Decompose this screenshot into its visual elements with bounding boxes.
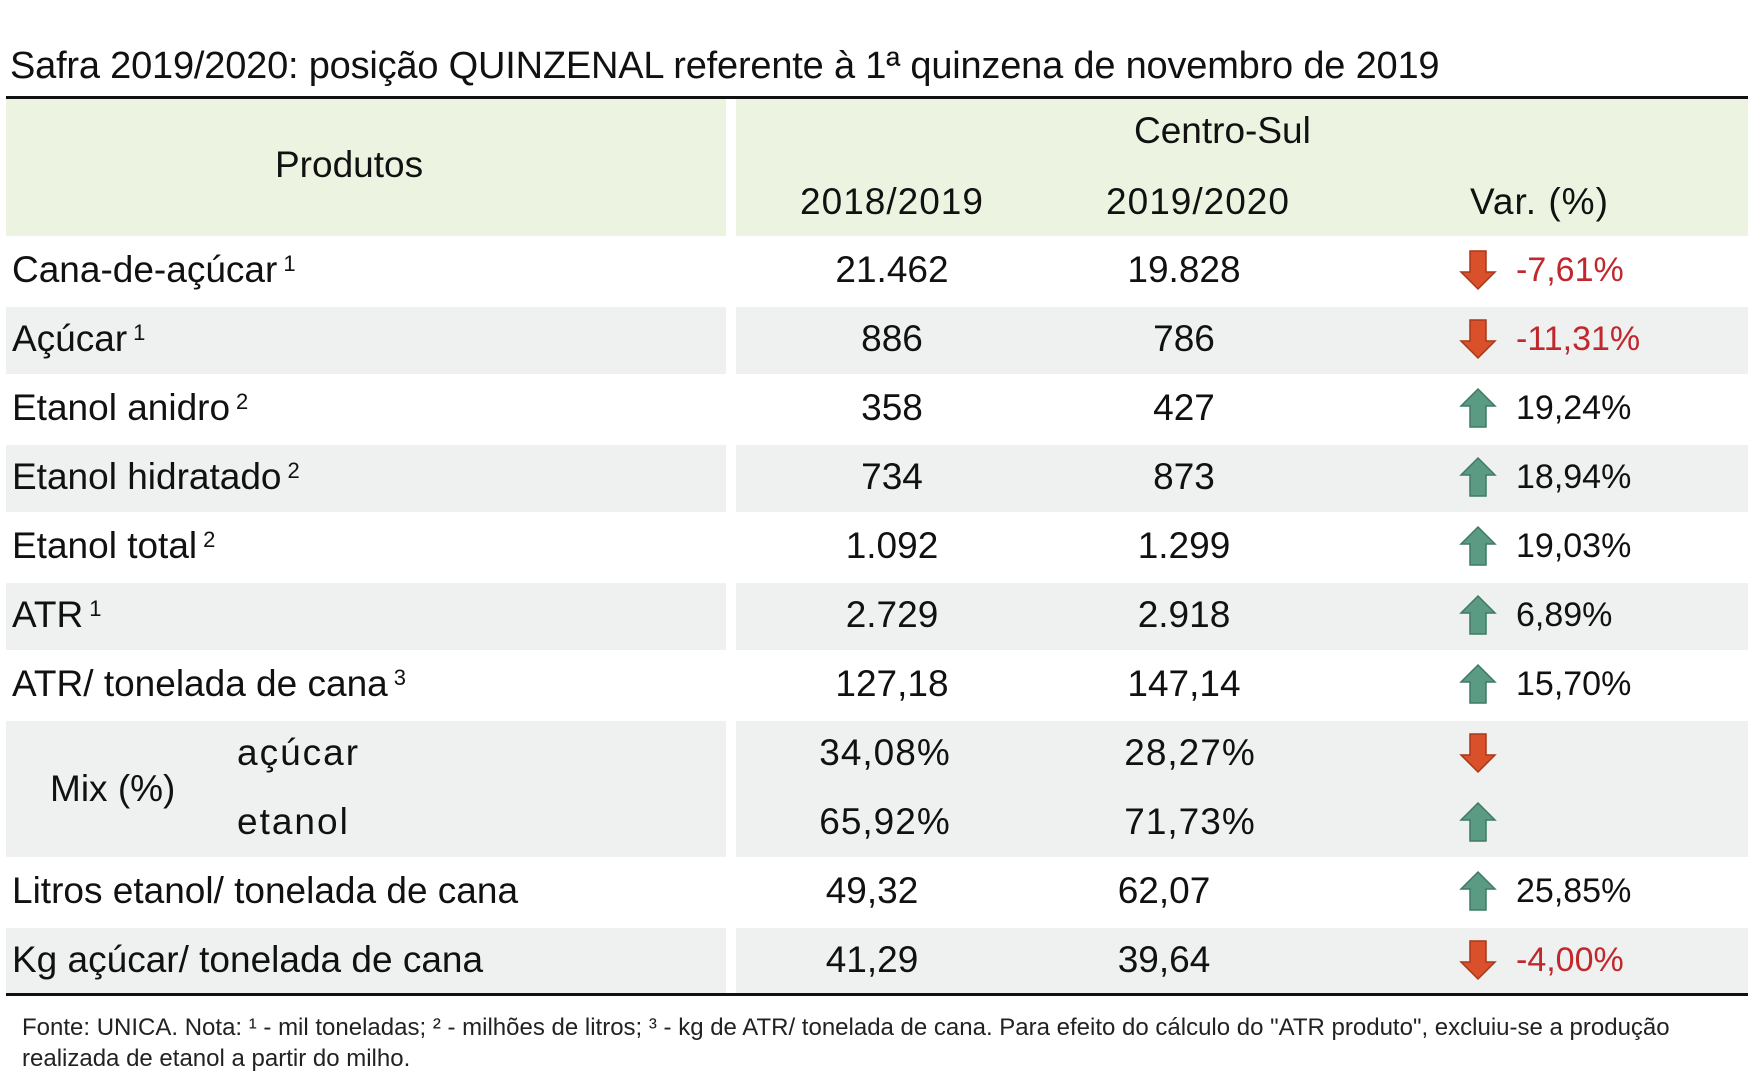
arrow-up-icon — [1459, 663, 1497, 704]
arrow-down-icon — [1459, 940, 1497, 981]
value-2019: 873 — [1153, 456, 1215, 497]
mix-ethanol-2018: 65,92% — [819, 801, 951, 842]
value-2018: 1.092 — [845, 525, 939, 566]
value-variation: 19,24% — [1516, 389, 1632, 427]
mix-ethanol-label: etanol — [237, 801, 350, 842]
footnote-marker: 1 — [133, 320, 146, 345]
arrow-up-icon — [1459, 387, 1497, 428]
mix-sugar-2019: 28,27% — [1124, 732, 1256, 773]
row-bg-right — [736, 928, 1748, 993]
value-2019: 19.828 — [1127, 249, 1241, 290]
row-bg-right — [736, 307, 1748, 374]
value-variation: 18,94% — [1516, 458, 1632, 496]
row-label-text: Litros etanol/ tonelada de cana — [12, 870, 519, 911]
value-variation: 15,70% — [1516, 665, 1632, 703]
value-2019: 39,64 — [1117, 939, 1211, 980]
arrow-up-icon — [1459, 594, 1497, 635]
value-2018: 49,32 — [825, 870, 919, 911]
value-2019: 1.299 — [1137, 525, 1231, 566]
mix-ethanol-2019: 71,73% — [1124, 801, 1256, 842]
row-label: Açúcar 1 — [12, 317, 145, 361]
header-col-2019: 2019/2020 — [1106, 181, 1290, 222]
value-2019: 62,07 — [1117, 870, 1211, 911]
table-title: Safra 2019/2020: posição QUINZENAL refer… — [10, 45, 1440, 87]
row-label-text: ATR — [12, 594, 84, 635]
mix-label: Mix (%) — [50, 768, 176, 809]
value-variation: -7,61% — [1516, 251, 1624, 289]
header-col-var: Var. (%) — [1470, 181, 1609, 222]
arrow-down-icon — [1459, 733, 1497, 774]
footnote-marker: 1 — [283, 251, 296, 276]
value-variation: -4,00% — [1516, 941, 1624, 979]
value-variation: 25,85% — [1516, 872, 1632, 910]
row-label: Etanol total 2 — [12, 524, 215, 568]
header-products: Produtos — [275, 144, 424, 185]
arrow-up-icon — [1459, 801, 1497, 842]
row-bg-left — [6, 928, 726, 993]
row-label-text: Etanol anidro — [12, 387, 231, 428]
arrow-up-icon — [1459, 456, 1497, 497]
value-variation: 6,89% — [1516, 596, 1613, 634]
header-products-bg — [6, 99, 726, 236]
value-2018: 886 — [861, 318, 923, 359]
header-region-bg — [736, 99, 1748, 236]
row-bg-right — [736, 583, 1748, 650]
row-bg-left — [6, 307, 726, 374]
header-col-2018: 2018/2019 — [800, 181, 984, 222]
value-variation: -11,31% — [1516, 320, 1641, 358]
row-label: Litros etanol/ tonelada de cana — [12, 869, 518, 913]
footnote-marker: 2 — [287, 458, 300, 483]
arrow-down-icon — [1459, 250, 1497, 291]
arrow-up-icon — [1459, 870, 1497, 911]
mix-sugar-2018: 34,08% — [819, 732, 951, 773]
row-bg-left — [6, 445, 726, 512]
footnote-marker: 2 — [203, 527, 216, 552]
footnote-marker: 3 — [393, 665, 406, 690]
row-label: Cana-de-açúcar 1 — [12, 248, 296, 292]
row-label-text: Etanol total — [12, 525, 198, 566]
row-label: Kg açúcar/ tonelada de cana — [12, 938, 483, 982]
top-rule — [6, 96, 1748, 99]
value-2018: 41,29 — [825, 939, 919, 980]
header-region: Centro-Sul — [1134, 110, 1311, 151]
bottom-rule — [6, 993, 1748, 996]
value-2019: 427 — [1153, 387, 1215, 428]
footnote-marker: 1 — [89, 596, 102, 621]
footnote: Fonte: UNICA. Nota: ¹ - mil toneladas; ²… — [22, 1014, 1670, 1072]
footnote-marker: 2 — [236, 389, 249, 414]
row-label-text: Açúcar — [12, 318, 128, 359]
row-label-text: Kg açúcar/ tonelada de cana — [12, 939, 484, 980]
row-label-text: Etanol hidratado — [12, 456, 282, 497]
row-label: ATR 1 — [12, 593, 102, 637]
value-2019: 786 — [1153, 318, 1215, 359]
value-2018: 358 — [861, 387, 923, 428]
row-label-text: ATR/ tonelada de cana — [12, 663, 388, 704]
row-bg-left — [6, 721, 726, 857]
arrow-down-icon — [1459, 319, 1497, 360]
row-label-text: Cana-de-açúcar — [12, 249, 278, 290]
row-label: ATR/ tonelada de cana 3 — [12, 662, 406, 706]
row-label: Etanol hidratado 2 — [12, 455, 300, 499]
mix-sugar-label: açúcar — [237, 732, 361, 773]
value-2018: 21.462 — [835, 249, 949, 290]
value-2019: 2.918 — [1137, 594, 1231, 635]
value-2019: 147,14 — [1127, 663, 1241, 704]
row-label: Etanol anidro 2 — [12, 386, 248, 430]
value-2018: 2.729 — [845, 594, 939, 635]
row-bg-right — [736, 445, 1748, 512]
row-bg-left — [6, 583, 726, 650]
row-bg-right — [736, 721, 1748, 857]
value-2018: 734 — [861, 456, 923, 497]
arrow-up-icon — [1459, 525, 1497, 566]
value-2018: 127,18 — [835, 663, 949, 704]
value-variation: 19,03% — [1516, 527, 1632, 565]
